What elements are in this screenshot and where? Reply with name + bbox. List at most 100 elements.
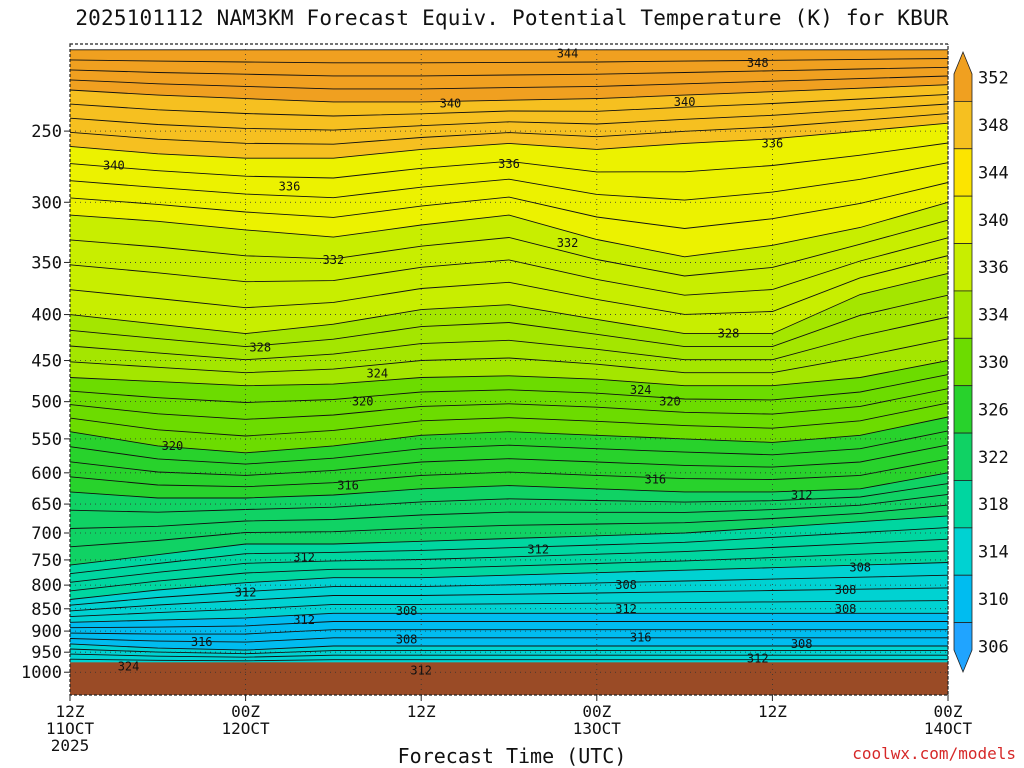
- x-tick-label: 12Z: [407, 702, 436, 721]
- fill-band: [70, 273, 948, 386]
- contour-label: 316: [630, 631, 652, 645]
- colorbar-segment: [953, 50, 973, 102]
- fill-band: [70, 515, 948, 600]
- contour-line: [70, 527, 948, 575]
- colorbar-segment: [953, 100, 973, 150]
- contour-label: 340: [103, 158, 125, 172]
- x-tick-label: 11OCT: [46, 719, 95, 738]
- colorbar-label: 352: [978, 69, 1009, 89]
- contour-line: [70, 643, 948, 651]
- fill-band: [70, 562, 948, 623]
- contour-lines: [70, 49, 948, 662]
- colorbar-segment: [953, 527, 973, 576]
- colorbar-label: 334: [978, 306, 1009, 326]
- y-tick-label: 900: [31, 622, 62, 642]
- contour-line: [70, 574, 948, 606]
- contour-line: [70, 483, 948, 513]
- contour-line: [70, 562, 948, 600]
- contour-line: [70, 402, 948, 437]
- fill-band: [70, 202, 948, 334]
- fill-band: [70, 472, 948, 566]
- fill-band: [70, 417, 948, 498]
- y-tick-label: 550: [31, 430, 62, 450]
- contour-line: [70, 374, 948, 403]
- contour-label: 308: [835, 602, 857, 616]
- contour-label: 312: [235, 585, 257, 599]
- contour-label: 312: [293, 613, 315, 627]
- contour-label: 312: [791, 488, 813, 502]
- y-tick-label: 450: [31, 352, 62, 372]
- contour-label: 312: [747, 651, 769, 665]
- contour-line: [70, 113, 948, 145]
- y-tick-label: 700: [31, 524, 62, 544]
- credit-text[interactable]: coolwx.com/models: [852, 744, 1016, 763]
- contour-label: 324: [366, 366, 388, 380]
- contour-label: 308: [835, 583, 857, 597]
- contour-line: [70, 515, 948, 566]
- contour-label: 324: [630, 383, 652, 397]
- colorbar-label: 318: [978, 495, 1009, 515]
- colorbar-segment: [953, 432, 973, 481]
- y-axis-ticks: 2503003504004505005506006507007508008509…: [21, 122, 70, 683]
- contour-line: [70, 388, 948, 420]
- y-tick-label: 600: [31, 464, 62, 484]
- fill-band: [70, 643, 948, 665]
- colorbar-segment: [953, 337, 973, 387]
- contour-line: [70, 338, 948, 374]
- x-tick-label: 13OCT: [573, 719, 622, 738]
- contour-label: 308: [615, 578, 637, 592]
- y-tick-label: 500: [31, 393, 62, 413]
- contour-label: 312: [615, 602, 637, 616]
- contour-line: [70, 122, 948, 159]
- contour-line: [70, 504, 948, 548]
- contour-label: 340: [674, 95, 696, 109]
- contour-line: [70, 360, 948, 387]
- y-tick-label: 350: [31, 253, 62, 273]
- contour-line: [70, 653, 948, 658]
- y-tick-label: 300: [31, 193, 62, 213]
- contour-line: [70, 316, 948, 361]
- y-tick-label: 750: [31, 551, 62, 571]
- colorbar-label: 336: [978, 258, 1009, 278]
- x-tick-label: 14OCT: [924, 719, 973, 738]
- x-axis-label: Forecast Time (UTC): [397, 744, 627, 768]
- contour-label: 336: [762, 136, 784, 150]
- contour-line: [70, 612, 948, 623]
- contour-label: 308: [849, 561, 871, 575]
- contour-label: 348: [747, 56, 769, 70]
- contour-line: [70, 162, 948, 201]
- contour-line: [70, 237, 948, 296]
- x-tick-label: 00Z: [934, 702, 963, 721]
- colorbar-label: 326: [978, 400, 1009, 420]
- contour-line: [70, 629, 948, 635]
- contour-label: 316: [337, 479, 359, 493]
- contour-line: [70, 58, 948, 64]
- colorbar-label: 322: [978, 448, 1009, 468]
- contour-line: [70, 201, 948, 258]
- contour-line: [70, 621, 948, 629]
- contour-label: 308: [396, 633, 418, 647]
- contour-line: [70, 538, 948, 583]
- x-tick-label: 12OCT: [222, 719, 271, 738]
- fill-band: [70, 613, 948, 651]
- contour-line: [70, 103, 948, 131]
- contour-label: 312: [527, 542, 549, 556]
- contour-line: [70, 255, 948, 315]
- x-tick-label: 00Z: [231, 702, 260, 721]
- contour-line: [70, 75, 948, 90]
- contour-label: 328: [249, 340, 271, 354]
- contour-line: [70, 294, 948, 348]
- contour-label: 324: [118, 659, 140, 673]
- contour-label: 316: [191, 635, 213, 649]
- colorbar-label: 306: [978, 637, 1009, 657]
- contour-label: 320: [659, 395, 681, 409]
- colorbar: 352 348 344 340 336 334 330 326 322 318 314 310 306: [953, 50, 1009, 674]
- y-tick-label: 650: [31, 495, 62, 515]
- colorbar-label: 314: [978, 543, 1009, 563]
- contour-label: 308: [791, 637, 813, 651]
- contour-line: [70, 430, 948, 465]
- y-tick-label: 1000: [21, 663, 62, 683]
- x-tick-label: 2025: [51, 736, 90, 755]
